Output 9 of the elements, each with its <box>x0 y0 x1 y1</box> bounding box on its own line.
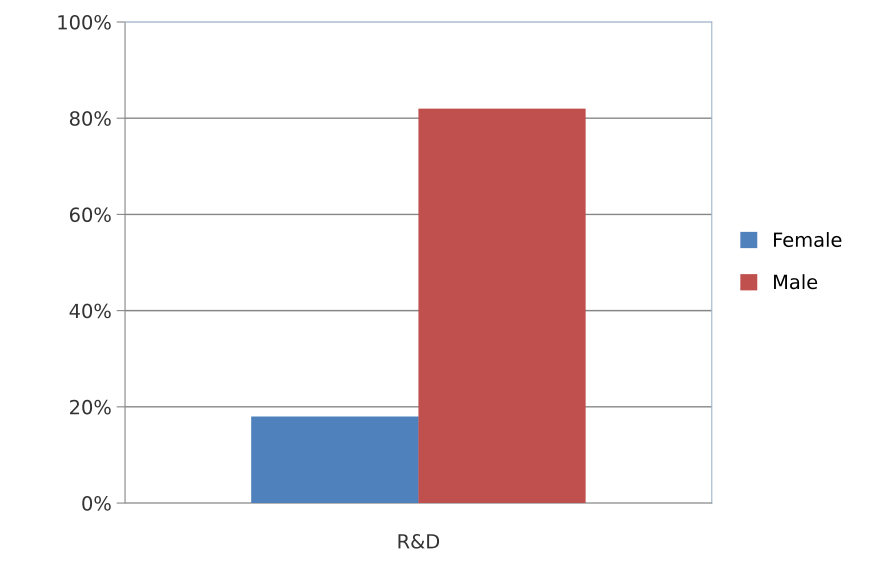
y-tick-label: 60% <box>70 207 111 222</box>
legend-label: Female <box>774 232 842 248</box>
legend-label: Male <box>774 274 818 290</box>
y-tick-label: 40% <box>70 304 111 318</box>
x-tick-label: R&D <box>398 534 440 549</box>
y-tick-label: 0% <box>82 496 111 511</box>
y-tick-label: 80% <box>70 111 111 126</box>
y-tick-label: 20% <box>70 400 111 414</box>
y-tick-label: 100% <box>58 14 111 30</box>
